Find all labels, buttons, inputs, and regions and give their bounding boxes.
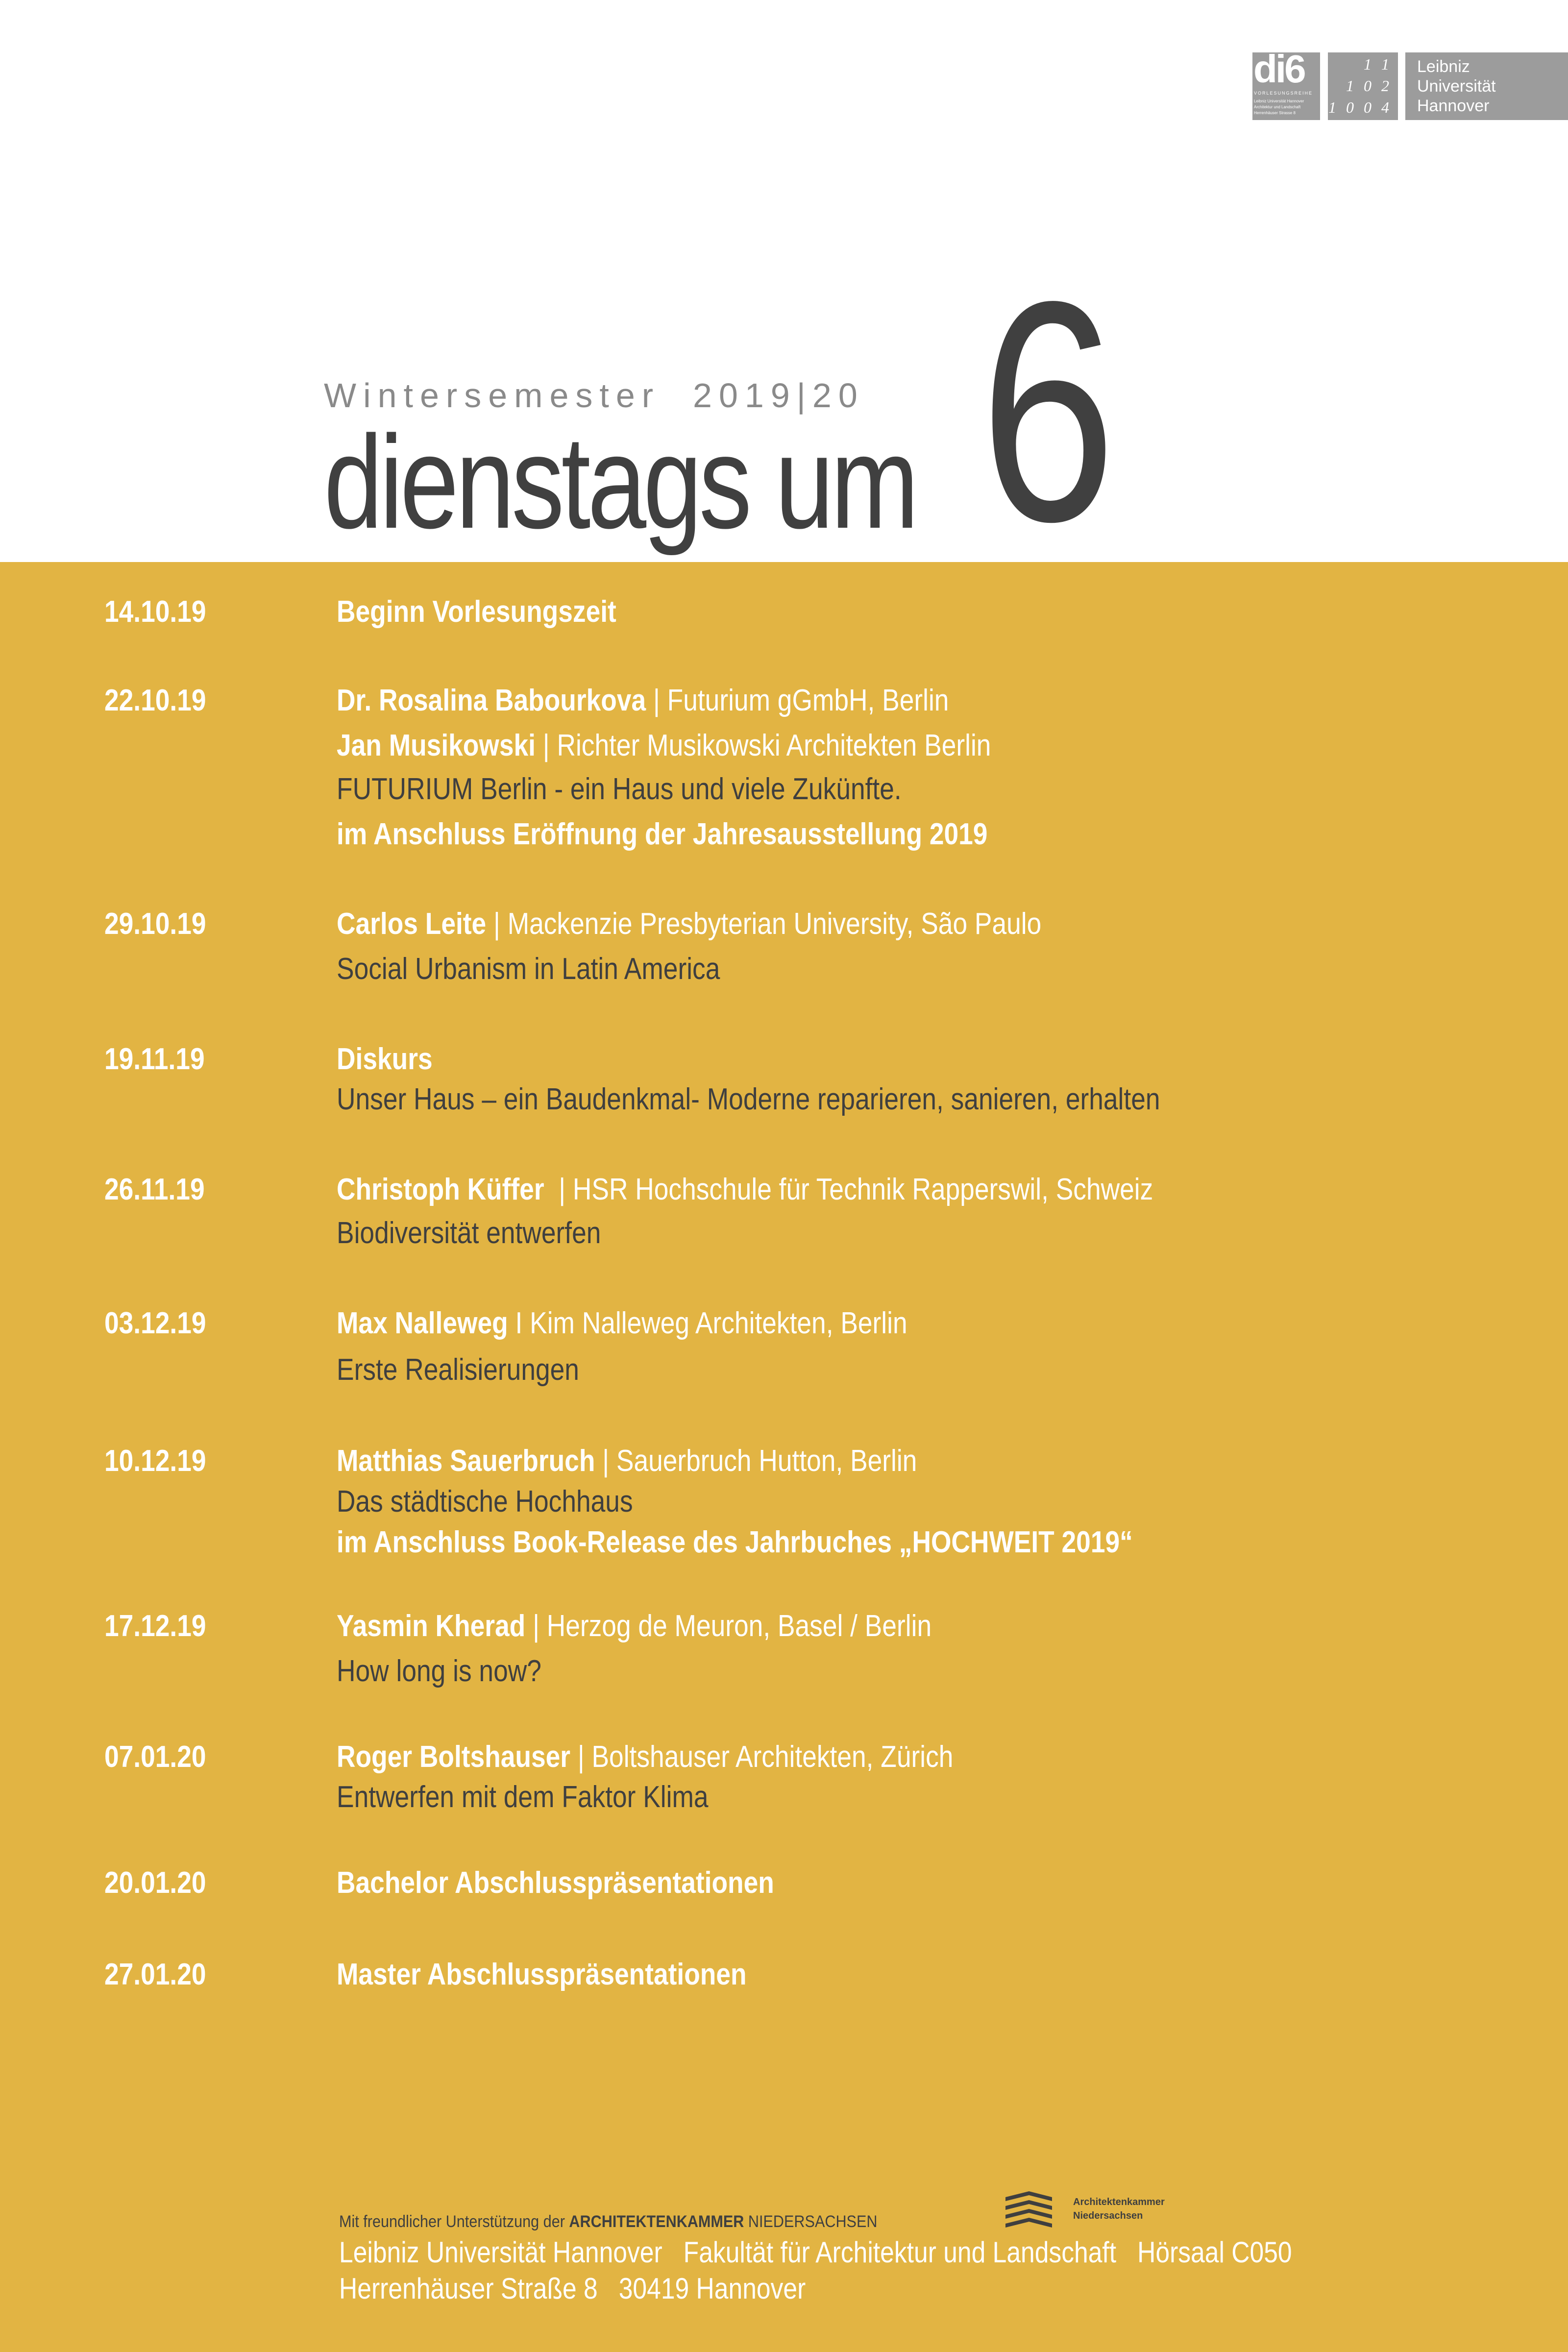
luh-mark-row: 1 0 2 [1346, 77, 1392, 95]
di6-logo: di6 VORLESUNGSREIHE Leibniz Universität … [1252, 47, 1320, 120]
event-heading: Max Nalleweg [337, 1306, 508, 1340]
event-line: Diskurs [337, 1042, 433, 1077]
event-heading: im Anschluss Book-Release des Jahrbuches… [337, 1525, 1133, 1559]
di6-logo-line: Leibniz Universität Hannover [1254, 99, 1304, 103]
event-line: FUTURIUM Berlin - ein Haus und viele Zuk… [337, 772, 902, 807]
event-affiliation: | Sauerbruch Hutton, Berlin [595, 1444, 917, 1478]
event-talk-title: Entwerfen mit dem Faktor Klima [337, 1780, 709, 1814]
event-line: Jan Musikowski | Richter Musikowski Arch… [337, 728, 991, 763]
event-heading: Roger Boltshauser [337, 1740, 571, 1774]
event-line: Beginn Vorlesungszeit [337, 594, 616, 630]
address-line: Herrenhäuser Straße 8 30419 Hannover [339, 2272, 806, 2305]
event-line: Social Urbanism in Latin America [337, 952, 720, 987]
event-date: 29.10.19 [104, 907, 206, 941]
semester-label: Wintersemester 2019|20 [324, 377, 864, 414]
page-title: dienstags um [324, 409, 919, 556]
venue-line: Leibniz Universität Hannover Fakultät fü… [339, 2236, 1292, 2269]
event-heading: Christoph Küffer [337, 1173, 544, 1206]
ak-logo-text: Niedersachsen [1073, 2210, 1143, 2221]
event-talk-title: Erste Realisierungen [337, 1353, 579, 1387]
event-talk-title: Social Urbanism in Latin America [337, 952, 720, 986]
event-line: Carlos Leite | Mackenzie Presbyterian Un… [337, 906, 1041, 942]
luh-mark-logo: 1 1 1 0 2 1 0 0 4 [1328, 52, 1398, 120]
event-heading: Matthias Sauerbruch [337, 1444, 595, 1478]
title-number: 6 [980, 236, 1116, 587]
luh-logo-line: Hannover [1417, 97, 1490, 115]
di6-logo-sub: VORLESUNGSREIHE [1254, 91, 1313, 96]
event-heading: im Anschluss Eröffnung der Jahresausstel… [337, 817, 988, 851]
event-date: 03.12.19 [104, 1306, 206, 1340]
architektenkammer-logo-icon [1005, 2191, 1052, 2228]
event-date: 27.01.20 [104, 1958, 206, 1991]
event-affiliation: | HSR Hochschule für Technik Rapperswil,… [544, 1173, 1153, 1206]
support-prefix: Mit freundlicher Unterstützung der [339, 2212, 569, 2231]
luh-logo: Leibniz Universität Hannover [1405, 52, 1568, 120]
event-heading: Jan Musikowski [337, 729, 536, 762]
event-line: Dr. Rosalina Babourkova | Futurium gGmbH… [337, 683, 949, 718]
event-line: im Anschluss Eröffnung der Jahresausstel… [337, 817, 987, 852]
event-affiliation: | Herzog de Meuron, Basel / Berlin [525, 1609, 932, 1643]
event-line: im Anschluss Book-Release des Jahrbuches… [337, 1525, 1133, 1560]
event-date: 20.01.20 [104, 1866, 206, 1900]
luh-logo-line: Universität [1417, 77, 1496, 96]
semester-year: 2019|20 [693, 376, 864, 415]
support-line: Mit freundlicher Unterstützung der ARCHI… [339, 2212, 877, 2231]
event-talk-title: How long is now? [337, 1654, 541, 1688]
event-heading: Beginn Vorlesungszeit [337, 595, 616, 629]
event-line: Bachelor Abschlusspräsentationen [337, 1865, 774, 1901]
program-band [0, 562, 1568, 2352]
semester-name: Wintersemester [324, 376, 661, 415]
event-date: 26.11.19 [104, 1173, 205, 1206]
event-date: 14.10.19 [104, 595, 206, 629]
event-date: 10.12.19 [104, 1444, 206, 1478]
event-line: Matthias Sauerbruch | Sauerbruch Hutton,… [337, 1444, 917, 1479]
event-affiliation: | Mackenzie Presbyterian University, São… [486, 907, 1042, 941]
ak-logo-text: Architektenkammer [1073, 2197, 1165, 2207]
luh-mark-row: 1 0 0 4 [1328, 98, 1392, 116]
event-line: Das städtische Hochhaus [337, 1484, 633, 1519]
event-talk-title: FUTURIUM Berlin - ein Haus und viele Zuk… [337, 772, 902, 806]
support-bold: ARCHITEKTENKAMMER [569, 2212, 744, 2231]
event-affiliation: | Richter Musikowski Architekten Berlin [535, 729, 991, 762]
event-line: Entwerfen mit dem Faktor Klima [337, 1780, 709, 1815]
di6-logo-line: Herrenhäuser Strasse 8 [1254, 111, 1296, 115]
event-date: 17.12.19 [104, 1609, 206, 1643]
event-heading: Master Abschlusspräsentationen [337, 1958, 747, 1991]
event-line: Yasmin Kherad | Herzog de Meuron, Basel … [337, 1609, 931, 1644]
event-talk-title: Biodiversität entwerfen [337, 1216, 601, 1250]
event-date: 07.01.20 [104, 1740, 206, 1774]
event-date: 22.10.19 [104, 684, 206, 717]
event-line: Roger Boltshauser | Boltshauser Architek… [337, 1740, 953, 1775]
event-affiliation: | Futurium gGmbH, Berlin [646, 684, 949, 717]
event-line: How long is now? [337, 1654, 541, 1689]
event-heading: Diskurs [337, 1042, 433, 1076]
event-heading: Carlos Leite [337, 907, 487, 941]
event-line: Biodiversität entwerfen [337, 1216, 601, 1251]
event-affiliation: I Kim Nalleweg Architekten, Berlin [508, 1306, 907, 1340]
event-line: Erste Realisierungen [337, 1352, 579, 1388]
event-heading: Dr. Rosalina Babourkova [337, 684, 646, 717]
event-line: Max Nalleweg I Kim Nalleweg Architekten,… [337, 1306, 907, 1341]
event-heading: Bachelor Abschlusspräsentationen [337, 1866, 774, 1900]
event-line: Christoph Küffer | HSR Hochschule für Te… [337, 1172, 1153, 1207]
event-line: Unser Haus – ein Baudenkmal- Moderne rep… [337, 1082, 1160, 1117]
event-affiliation: | Boltshauser Architekten, Zürich [570, 1740, 954, 1774]
di6-logo-line: Architektur und Landschaft [1254, 105, 1301, 109]
event-talk-title: Das städtische Hochhaus [337, 1485, 633, 1519]
di6-logo-text: di6 [1253, 47, 1306, 91]
event-heading: Yasmin Kherad [337, 1609, 526, 1643]
luh-mark-row: 1 1 [1364, 55, 1392, 73]
event-talk-title: Unser Haus – ein Baudenkmal- Moderne rep… [337, 1082, 1160, 1116]
luh-logo-line: Leibniz [1417, 57, 1470, 76]
event-line: Master Abschlusspräsentationen [337, 1957, 747, 1992]
support-suffix: NIEDERSACHSEN [744, 2212, 878, 2231]
event-date: 19.11.19 [104, 1042, 205, 1076]
